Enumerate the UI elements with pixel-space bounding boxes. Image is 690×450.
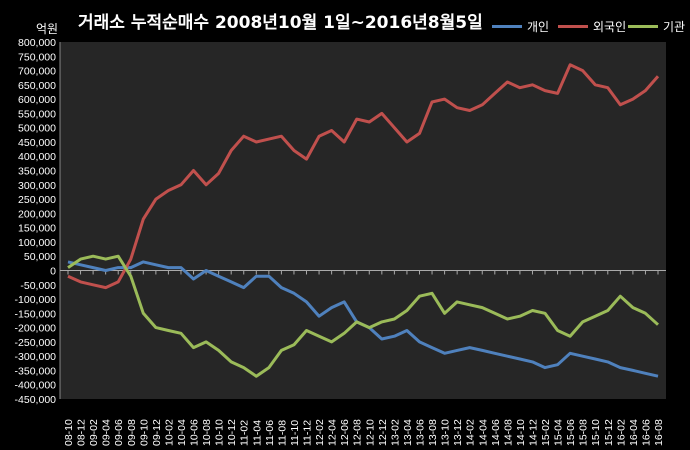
y-tick-label: 350,000 <box>18 166 56 178</box>
x-tick-label: 10-08 <box>201 419 213 446</box>
x-tick-label: 11-08 <box>276 420 288 446</box>
y-tick-label: 550,000 <box>18 108 56 120</box>
x-tick-label: 14-10 <box>515 419 527 446</box>
y-tick-label: 800,000 <box>18 37 56 49</box>
x-tick-label: 10-06 <box>189 419 201 446</box>
legend-swatch-institution <box>628 25 658 28</box>
x-tick-label: 16-06 <box>640 419 652 446</box>
chart-title: 거래소 누적순매수 2008년10월 1일~2016년8월5일 <box>78 13 483 33</box>
series-line-foreign <box>67 63 660 290</box>
x-tick-label: 11-12 <box>302 420 314 446</box>
y-tick-label: 650,000 <box>18 80 56 92</box>
x-tick-label: 15-04 <box>553 419 565 446</box>
y-tick-label: -150,000 <box>15 308 57 320</box>
y-tick-label: 500,000 <box>18 123 56 135</box>
y-axis-unit: 억원 <box>36 22 59 36</box>
legend-item-foreign: 외국인 <box>558 18 626 35</box>
y-tick-label: 50,000 <box>24 251 56 263</box>
x-tick-label: 12-10 <box>364 419 376 446</box>
x-tick-label: 13-04 <box>402 419 414 446</box>
y-tick-label: -100,000 <box>15 294 57 306</box>
x-tick-label: 14-12 <box>527 419 539 446</box>
x-tick-label: 15-06 <box>565 419 577 446</box>
x-tick-label: 15-10 <box>590 419 602 446</box>
y-tick-label: 700,000 <box>18 66 56 78</box>
y-tick-label: 100,000 <box>18 237 56 249</box>
x-tick-label: 08-12 <box>76 419 88 446</box>
y-tick-label: 150,000 <box>18 223 56 235</box>
x-tick-label: 13-12 <box>452 419 464 446</box>
legend-label-personal: 개인 <box>527 20 550 34</box>
y-tick-label: 300,000 <box>18 180 56 192</box>
x-tick-label: 14-04 <box>477 419 489 446</box>
x-tick-label: 12-12 <box>377 419 389 446</box>
y-tick-label: -200,000 <box>15 323 57 335</box>
x-tick-label: 12-04 <box>327 419 339 446</box>
x-tick-label: 09-02 <box>88 419 100 446</box>
x-tick-label: 16-02 <box>615 419 627 446</box>
x-tick-label: 09-06 <box>113 419 125 446</box>
x-tick-label: 16-08 <box>653 419 665 446</box>
x-tick-label: 14-06 <box>490 419 502 446</box>
y-axis: -450,000 -400,000 -350,000 -300,000 -250,000… <box>15 37 61 406</box>
x-tick-label: 15-08 <box>578 419 590 446</box>
plot-area <box>60 42 666 399</box>
y-tick-label: 250,000 <box>18 194 56 206</box>
x-tick-label: 16-04 <box>628 419 640 446</box>
x-tick-label: 10-10 <box>214 419 226 446</box>
y-tick-label: -450,000 <box>15 394 57 406</box>
series-line-institution <box>67 254 660 378</box>
y-tick-label: 0 <box>50 265 56 277</box>
x-tick-label: 09-10 <box>138 419 150 446</box>
x-tick-label: 11-06 <box>264 420 276 446</box>
y-tick-label: 400,000 <box>18 151 56 163</box>
legend-swatch-personal <box>492 25 522 28</box>
x-tick-label: 12-06 <box>339 419 351 446</box>
x-tick-label: 09-12 <box>151 419 163 446</box>
y-tick-label: -250,000 <box>15 337 57 349</box>
y-tick-label: -350,000 <box>15 365 57 377</box>
x-tick-label: 10-12 <box>226 419 238 446</box>
x-tick-label: 13-08 <box>427 419 439 446</box>
x-tick-label: 13-02 <box>389 419 401 446</box>
x-tick-label: 13-06 <box>414 419 426 446</box>
y-tick-label: 200,000 <box>18 208 56 220</box>
x-tick-label: 12-08 <box>352 419 364 446</box>
legend-item-institution: 기관 <box>628 18 685 35</box>
y-tick-label: -50,000 <box>20 280 56 292</box>
x-tick-label: 10-04 <box>176 419 188 446</box>
x-tick-label: 09-04 <box>101 419 113 446</box>
x-tick-label: 14-08 <box>502 419 514 446</box>
x-tick-label: 11-02 <box>239 420 251 446</box>
x-tick-label: 10-02 <box>163 419 175 446</box>
x-tick-label: 09-08 <box>126 419 138 446</box>
legend-swatch-foreign <box>558 25 588 28</box>
x-tick-label: 12-02 <box>314 419 326 446</box>
series-lines <box>67 63 660 378</box>
y-tick-label: -400,000 <box>15 380 57 392</box>
x-axis: 08-10 08-12 09-02 09-04 09-06 09-08 09-10 09-12… <box>60 269 666 446</box>
x-tick-label: 08-10 <box>63 419 75 446</box>
legend-item-personal: 개인 <box>492 18 549 35</box>
x-tick-label: 13-10 <box>440 419 452 446</box>
x-tick-label: 15-12 <box>603 419 615 446</box>
y-tick-label: -300,000 <box>15 351 57 363</box>
x-tick-label: 14-02 <box>465 419 477 446</box>
x-tick-label: 11-10 <box>289 420 301 446</box>
y-tick-label: 600,000 <box>18 94 56 106</box>
y-tick-label: 750,000 <box>18 51 56 63</box>
legend-label-foreign: 외국인 <box>593 20 627 34</box>
x-tick-label: 11-04 <box>251 420 263 446</box>
legend-label-institution: 기관 <box>663 20 686 34</box>
y-tick-label: 450,000 <box>18 137 56 149</box>
x-tick-label: 15-02 <box>540 419 552 446</box>
